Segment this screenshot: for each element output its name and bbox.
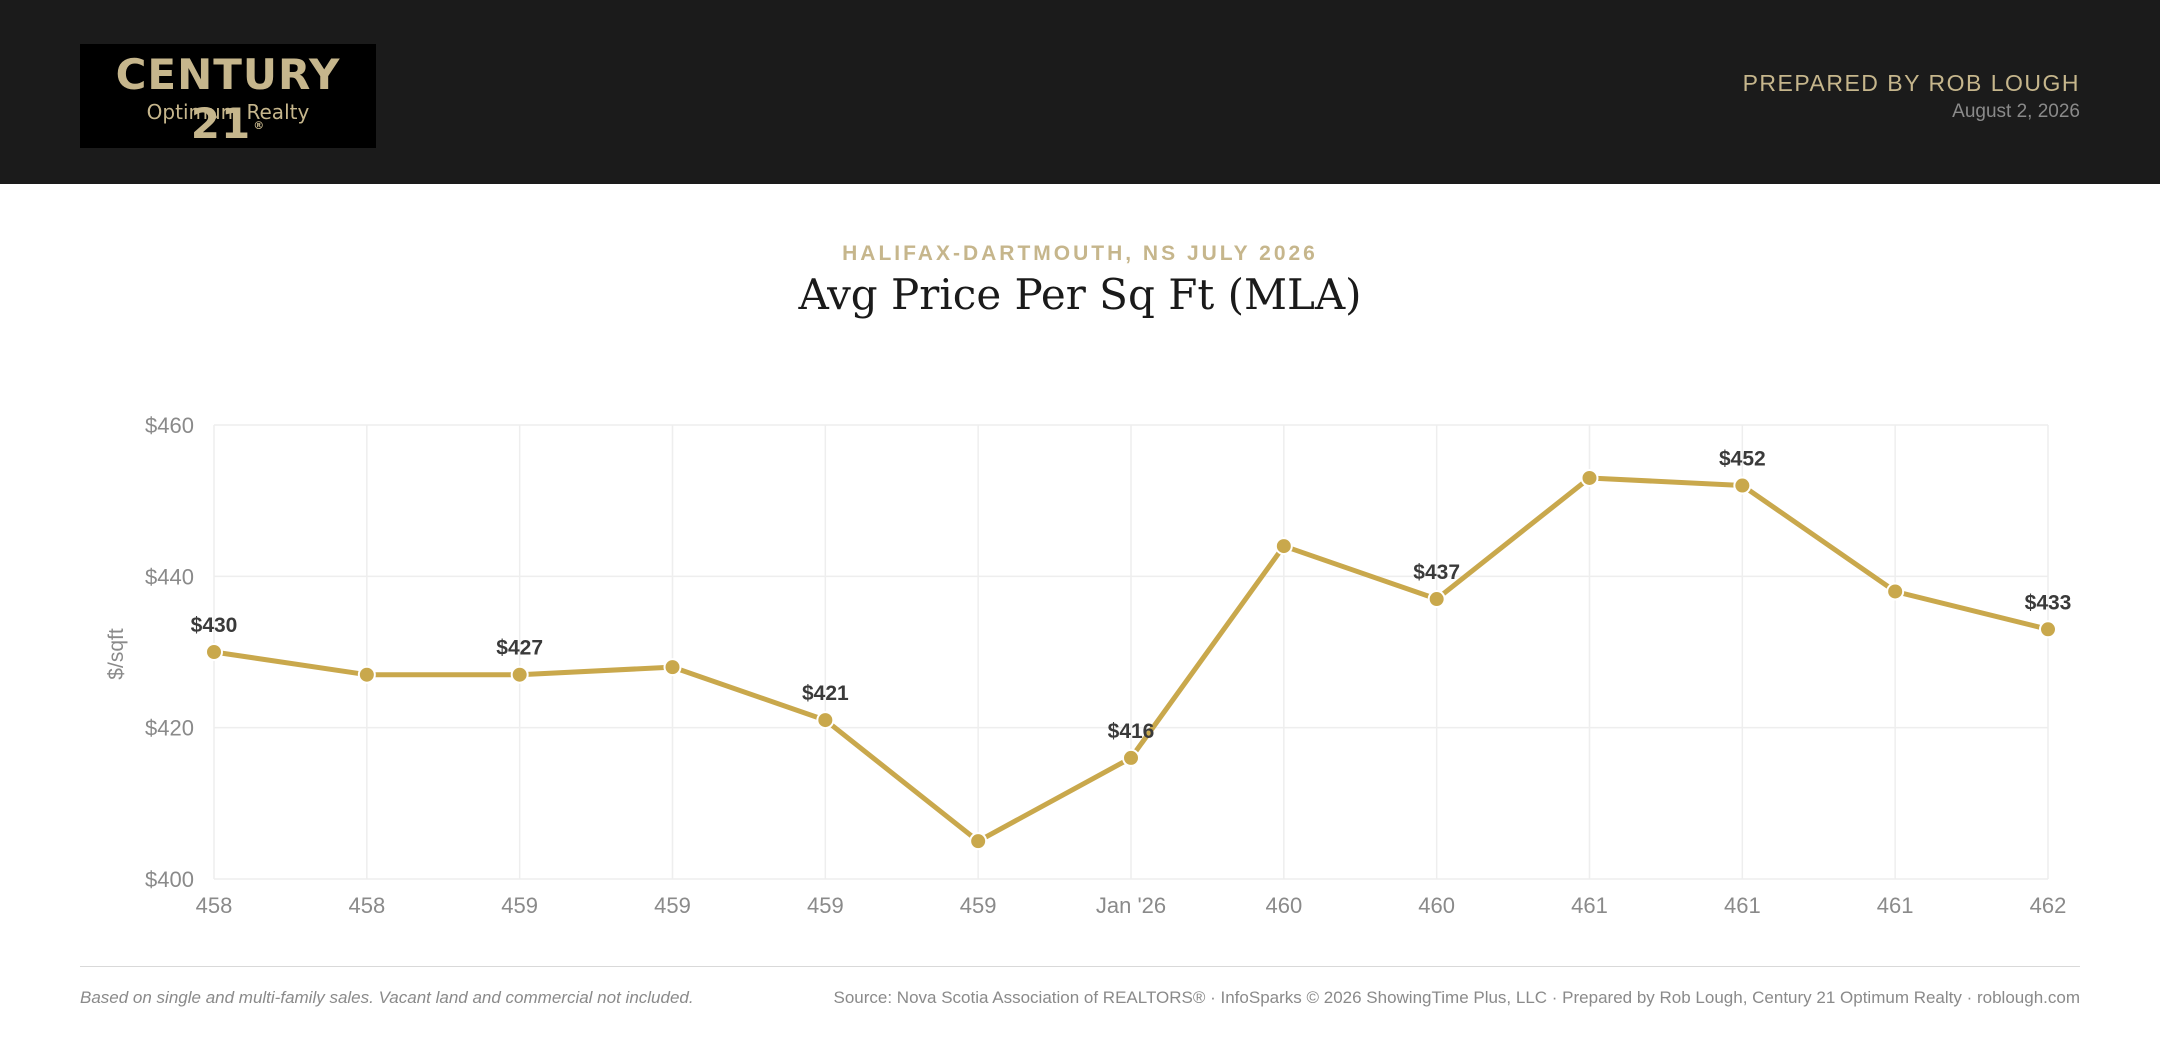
y-axis-label: $/sqft [105, 628, 128, 680]
data-point [663, 658, 682, 677]
footer-note: Based on single and multi-family sales. … [80, 988, 694, 1007]
prepared-by: PREPARED BY ROB LOUGH [1742, 70, 2080, 96]
data-label: $421 [802, 682, 849, 705]
x-tick-label: 460 [1265, 893, 1302, 918]
y-tick-label: $460 [145, 413, 194, 438]
y-tick-label: $400 [145, 867, 194, 892]
footer-divider [80, 966, 2080, 967]
data-label: $427 [496, 637, 543, 660]
data-point [357, 665, 376, 684]
logo-brand-text: CENTURY 21 [115, 50, 341, 148]
data-point [2039, 620, 2057, 639]
line-chart: $400 $420 $440 $460 458 458 459 459 459 459 Jan '2… [105, 413, 2072, 918]
chart-subtitle: HALIFAX-DARTMOUTH, NS JULY 2026 [842, 242, 1318, 265]
x-tick-label: 459 [960, 893, 997, 918]
data-label: $452 [1719, 448, 1766, 471]
data-point [205, 643, 223, 661]
data-point [1274, 537, 1293, 556]
data-label: $416 [1108, 720, 1155, 743]
x-tick-label: 461 [1877, 893, 1914, 918]
header-bar: CENTURY 21 ® Optimum Realty PREPARED BY R… [0, 0, 2160, 184]
century21-logo[interactable]: CENTURY 21 ® Optimum Realty [80, 44, 376, 148]
data-point [1580, 468, 1599, 487]
data-label: $437 [1413, 561, 1460, 584]
y-tick-label: $420 [145, 716, 194, 741]
report-date: August 2, 2026 [1952, 101, 2080, 122]
x-tick-label: 459 [501, 893, 538, 918]
data-point [1886, 582, 1905, 601]
logo-subtitle: Optimum Realty [146, 100, 310, 124]
data-label: $430 [191, 614, 238, 637]
footer-source: Source: Nova Scotia Association of REALT… [833, 988, 2081, 1007]
registered-mark-icon: ® [253, 119, 266, 132]
data-point [969, 832, 988, 851]
y-tick-label: $440 [145, 564, 194, 589]
chart-title: Avg Price Per Sq Ft (MLA) [798, 270, 1362, 319]
data-point [816, 711, 835, 730]
data-point [1427, 590, 1446, 609]
x-tick-label: 461 [1724, 893, 1761, 918]
x-tick-label: 459 [654, 893, 691, 918]
data-point [510, 665, 529, 684]
data-point [1733, 476, 1752, 495]
data-point [1122, 748, 1140, 767]
x-tick-label: 462 [2030, 893, 2067, 918]
x-tick-label: 459 [807, 893, 844, 918]
x-tick-label: 461 [1571, 893, 1608, 918]
data-label: $433 [2025, 591, 2072, 614]
x-tick-label: 458 [196, 893, 233, 918]
x-tick-label: 460 [1418, 893, 1455, 918]
x-tick-label: 458 [348, 893, 385, 918]
x-tick-label: Jan '26 [1096, 893, 1166, 918]
